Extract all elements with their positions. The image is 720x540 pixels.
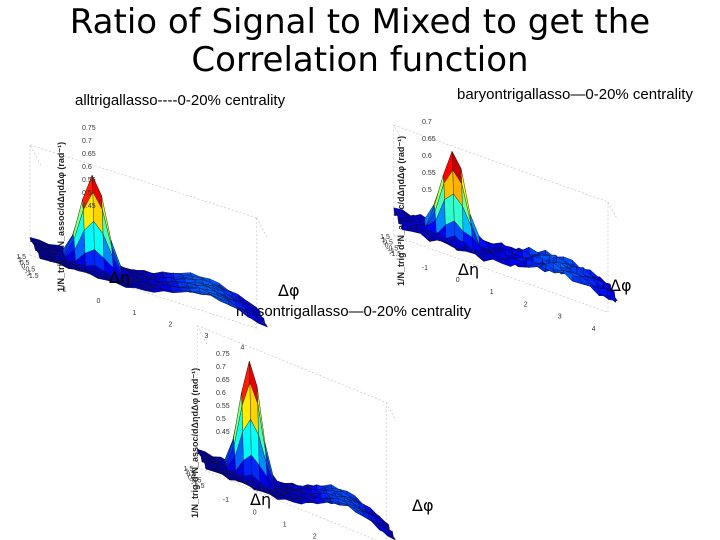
z-axis-label: 1/N_trig d²N_assoc/dΔηdΔφ (rad⁻¹): [56, 142, 66, 292]
z-tick-label: 0.45: [216, 429, 230, 436]
z-tick-label: 0.65: [216, 377, 230, 384]
phi-tick-label: 3: [558, 314, 562, 321]
eta-tick-label: 0: [188, 474, 192, 481]
eta-tick-label: -0.5: [23, 267, 35, 274]
z-tick-label: 0.7: [216, 364, 226, 371]
eta-tick-label: 0: [21, 263, 25, 270]
z-tick-label: 0.7: [82, 138, 92, 145]
eta-tick-label: -1.5: [389, 251, 401, 258]
plot-frame: [393, 124, 618, 313]
eta-tick-label: -0.5: [386, 245, 398, 252]
eta-tick-label: 1.5: [184, 466, 194, 473]
slide-title-line-1: Ratio of Signal to Mixed to get the: [69, 2, 651, 42]
eta-tick-label: -1: [25, 270, 31, 277]
eta-tick-label: 1.5: [380, 234, 390, 241]
phi-tick-label: 2: [313, 534, 317, 540]
z-tick-labels: 0.7 0.65 0.6 0.55 0.5: [422, 119, 436, 194]
phi-tick-label: -1: [223, 497, 229, 504]
z-tick-label: 0.55: [422, 170, 436, 177]
z-axis-label: 1/N_trig d²N_assoc/dΔηdΔφ (rad⁻¹): [190, 368, 200, 518]
z-tick-label: 0.6: [216, 390, 226, 397]
slide-title-line-2: Correlation function: [191, 40, 529, 80]
eta-tick-label: 1: [382, 237, 386, 244]
eta-axis-symbol: Δη: [250, 490, 272, 509]
z-tick-label: 0.5: [216, 416, 226, 423]
surface-plot-all: 1/N_trig d²N_assoc/dΔηdΔφ (rad⁻¹) 0.750.…: [16, 125, 269, 352]
z-tick-label: 0.6: [422, 153, 432, 160]
phi-tick-label: -1: [422, 265, 428, 272]
phi-axis-symbol: Δφ: [412, 496, 434, 515]
z-tick-label: 0.75: [216, 351, 230, 358]
phi-tick-label: -1: [60, 287, 66, 294]
phi-tick-label: 3: [204, 333, 208, 340]
panel-1-caption: alltrigallasso----0-20% centrality: [75, 92, 286, 109]
eta-tick-label: 0.5: [187, 472, 197, 479]
correlation-plot-all: 1/N_trig d²N_assoc/dΔηdΔφ (rad⁻¹) 0.75 0.…: [16, 112, 348, 352]
phi-tick-label: 0: [253, 509, 257, 516]
surface-mesh: [29, 174, 269, 328]
phi-axis-symbol: Δφ: [610, 276, 632, 295]
surface-mesh: [196, 361, 396, 540]
z-tick-label: 0.75: [82, 125, 96, 132]
phi-tick-label: 4: [592, 326, 596, 333]
correlation-plot-meson: 1/N_trig d²N_assoc/dΔηdΔφ (rad⁻¹) 0.75 0.…: [182, 325, 482, 540]
phi-tick-label: 1: [283, 521, 287, 528]
panel-3-caption: mesontrigallasso—0-20% centrality: [236, 303, 472, 320]
z-tick-labels: 0.75 0.7 0.65 0.6 0.55 0.5 0.45: [216, 351, 230, 436]
eta-tick-label: 0.5: [20, 260, 30, 267]
surface-plot-meson: 1/N_trig d²N_assoc/dΔηdΔφ (rad⁻¹) 0.750.…: [184, 325, 397, 540]
eta-tick-label: -1.5: [27, 273, 39, 280]
eta-tick-label: -1: [191, 480, 197, 487]
phi-tick-label: 2: [168, 321, 172, 328]
z-tick-label: 0.55: [82, 177, 96, 184]
eta-tick-labels: 1.510.50-0.5-1-1.5: [380, 234, 401, 258]
z-tick-label: 0.55: [216, 403, 230, 410]
phi-tick-labels: -1 0 1 2 3 4: [422, 265, 596, 333]
z-tick-label: 0.65: [82, 151, 96, 158]
eta-tick-label: 0.5: [383, 240, 393, 247]
phi-tick-label: 1: [132, 310, 136, 317]
eta-tick-label: 1: [18, 257, 22, 264]
phi-tick-label: 1: [490, 289, 494, 296]
eta-axis-symbol: Δη: [109, 268, 131, 287]
z-tick-label: 0.5: [422, 187, 432, 194]
z-tick-label: 0.6: [82, 164, 92, 171]
eta-tick-label: 1: [185, 469, 189, 476]
surface-plot-baryon: 1/N_trig d²N_assoc/dΔηdΔφ (rad⁻¹) 0.70.6…: [380, 119, 619, 333]
phi-tick-labels: -1 0 1 2 3 4: [60, 287, 244, 352]
z-tick-labels: 0.75 0.7 0.65 0.6 0.55 0.5 0.45: [82, 125, 96, 210]
phi-tick-label: 0: [96, 298, 100, 305]
phi-axis-symbol: Δφ: [278, 281, 300, 300]
plot-frame: [196, 325, 397, 540]
z-tick-label: 0.5: [82, 190, 92, 197]
eta-tick-label: -1: [388, 248, 394, 255]
phi-tick-label: 4: [240, 345, 244, 352]
eta-tick-labels: 1.510.50-0.5-1-1.5: [16, 254, 38, 280]
eta-tick-label: -1.5: [193, 483, 205, 490]
z-tick-label: 0.45: [82, 203, 96, 210]
plot-frame: [29, 144, 268, 329]
phi-tick-label: 0: [456, 277, 460, 284]
eta-axis-symbol: Δη: [458, 260, 480, 279]
eta-tick-label: 0: [385, 242, 389, 249]
phi-tick-label: 2: [524, 301, 528, 308]
correlation-plot-baryon: 1/N_trig d²N_assoc/dΔηdΔφ (rad⁻¹) 0.7 0.6…: [380, 106, 688, 333]
z-tick-label: 0.7: [422, 119, 432, 126]
eta-tick-label: -0.5: [190, 477, 202, 484]
eta-tick-labels: 1.510.50-0.5-1-1.5: [184, 466, 205, 490]
z-tick-label: 0.65: [422, 136, 436, 143]
surface-mesh: [393, 150, 619, 303]
panel-2-caption: baryontrigallasso—0-20% centrality: [457, 86, 693, 103]
eta-tick-label: 1.5: [16, 254, 26, 261]
